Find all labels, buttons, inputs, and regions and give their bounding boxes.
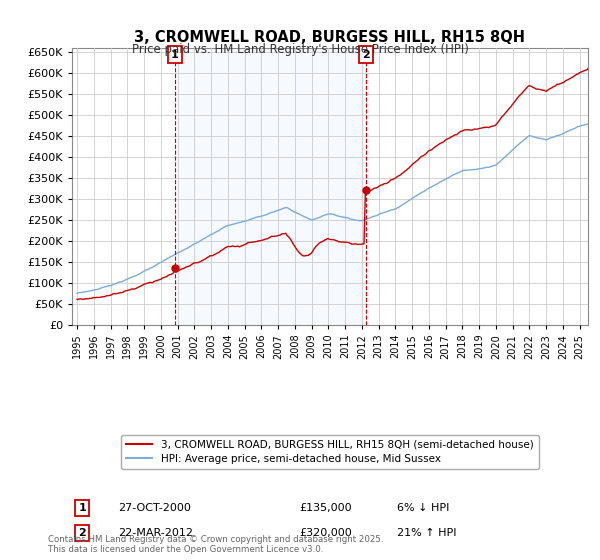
Text: 1: 1 (79, 503, 86, 513)
Text: £320,000: £320,000 (299, 528, 352, 538)
Text: 6% ↓ HPI: 6% ↓ HPI (397, 503, 449, 513)
Text: 2: 2 (362, 49, 370, 59)
Legend: 3, CROMWELL ROAD, BURGESS HILL, RH15 8QH (semi-detached house), HPI: Average pri: 3, CROMWELL ROAD, BURGESS HILL, RH15 8QH… (121, 435, 539, 469)
Bar (175, 48, 365, 325)
Text: 1: 1 (170, 49, 178, 59)
Text: Contains HM Land Registry data © Crown copyright and database right 2025.
This d: Contains HM Land Registry data © Crown c… (48, 535, 383, 554)
Text: £135,000: £135,000 (299, 503, 352, 513)
Text: 21% ↑ HPI: 21% ↑ HPI (397, 528, 457, 538)
Text: 27-OCT-2000: 27-OCT-2000 (118, 503, 191, 513)
Title: 3, CROMWELL ROAD, BURGESS HILL, RH15 8QH: 3, CROMWELL ROAD, BURGESS HILL, RH15 8QH (134, 30, 526, 45)
Text: Price paid vs. HM Land Registry's House Price Index (HPI): Price paid vs. HM Land Registry's House … (131, 43, 469, 56)
Text: 22-MAR-2012: 22-MAR-2012 (118, 528, 193, 538)
Text: 2: 2 (79, 528, 86, 538)
